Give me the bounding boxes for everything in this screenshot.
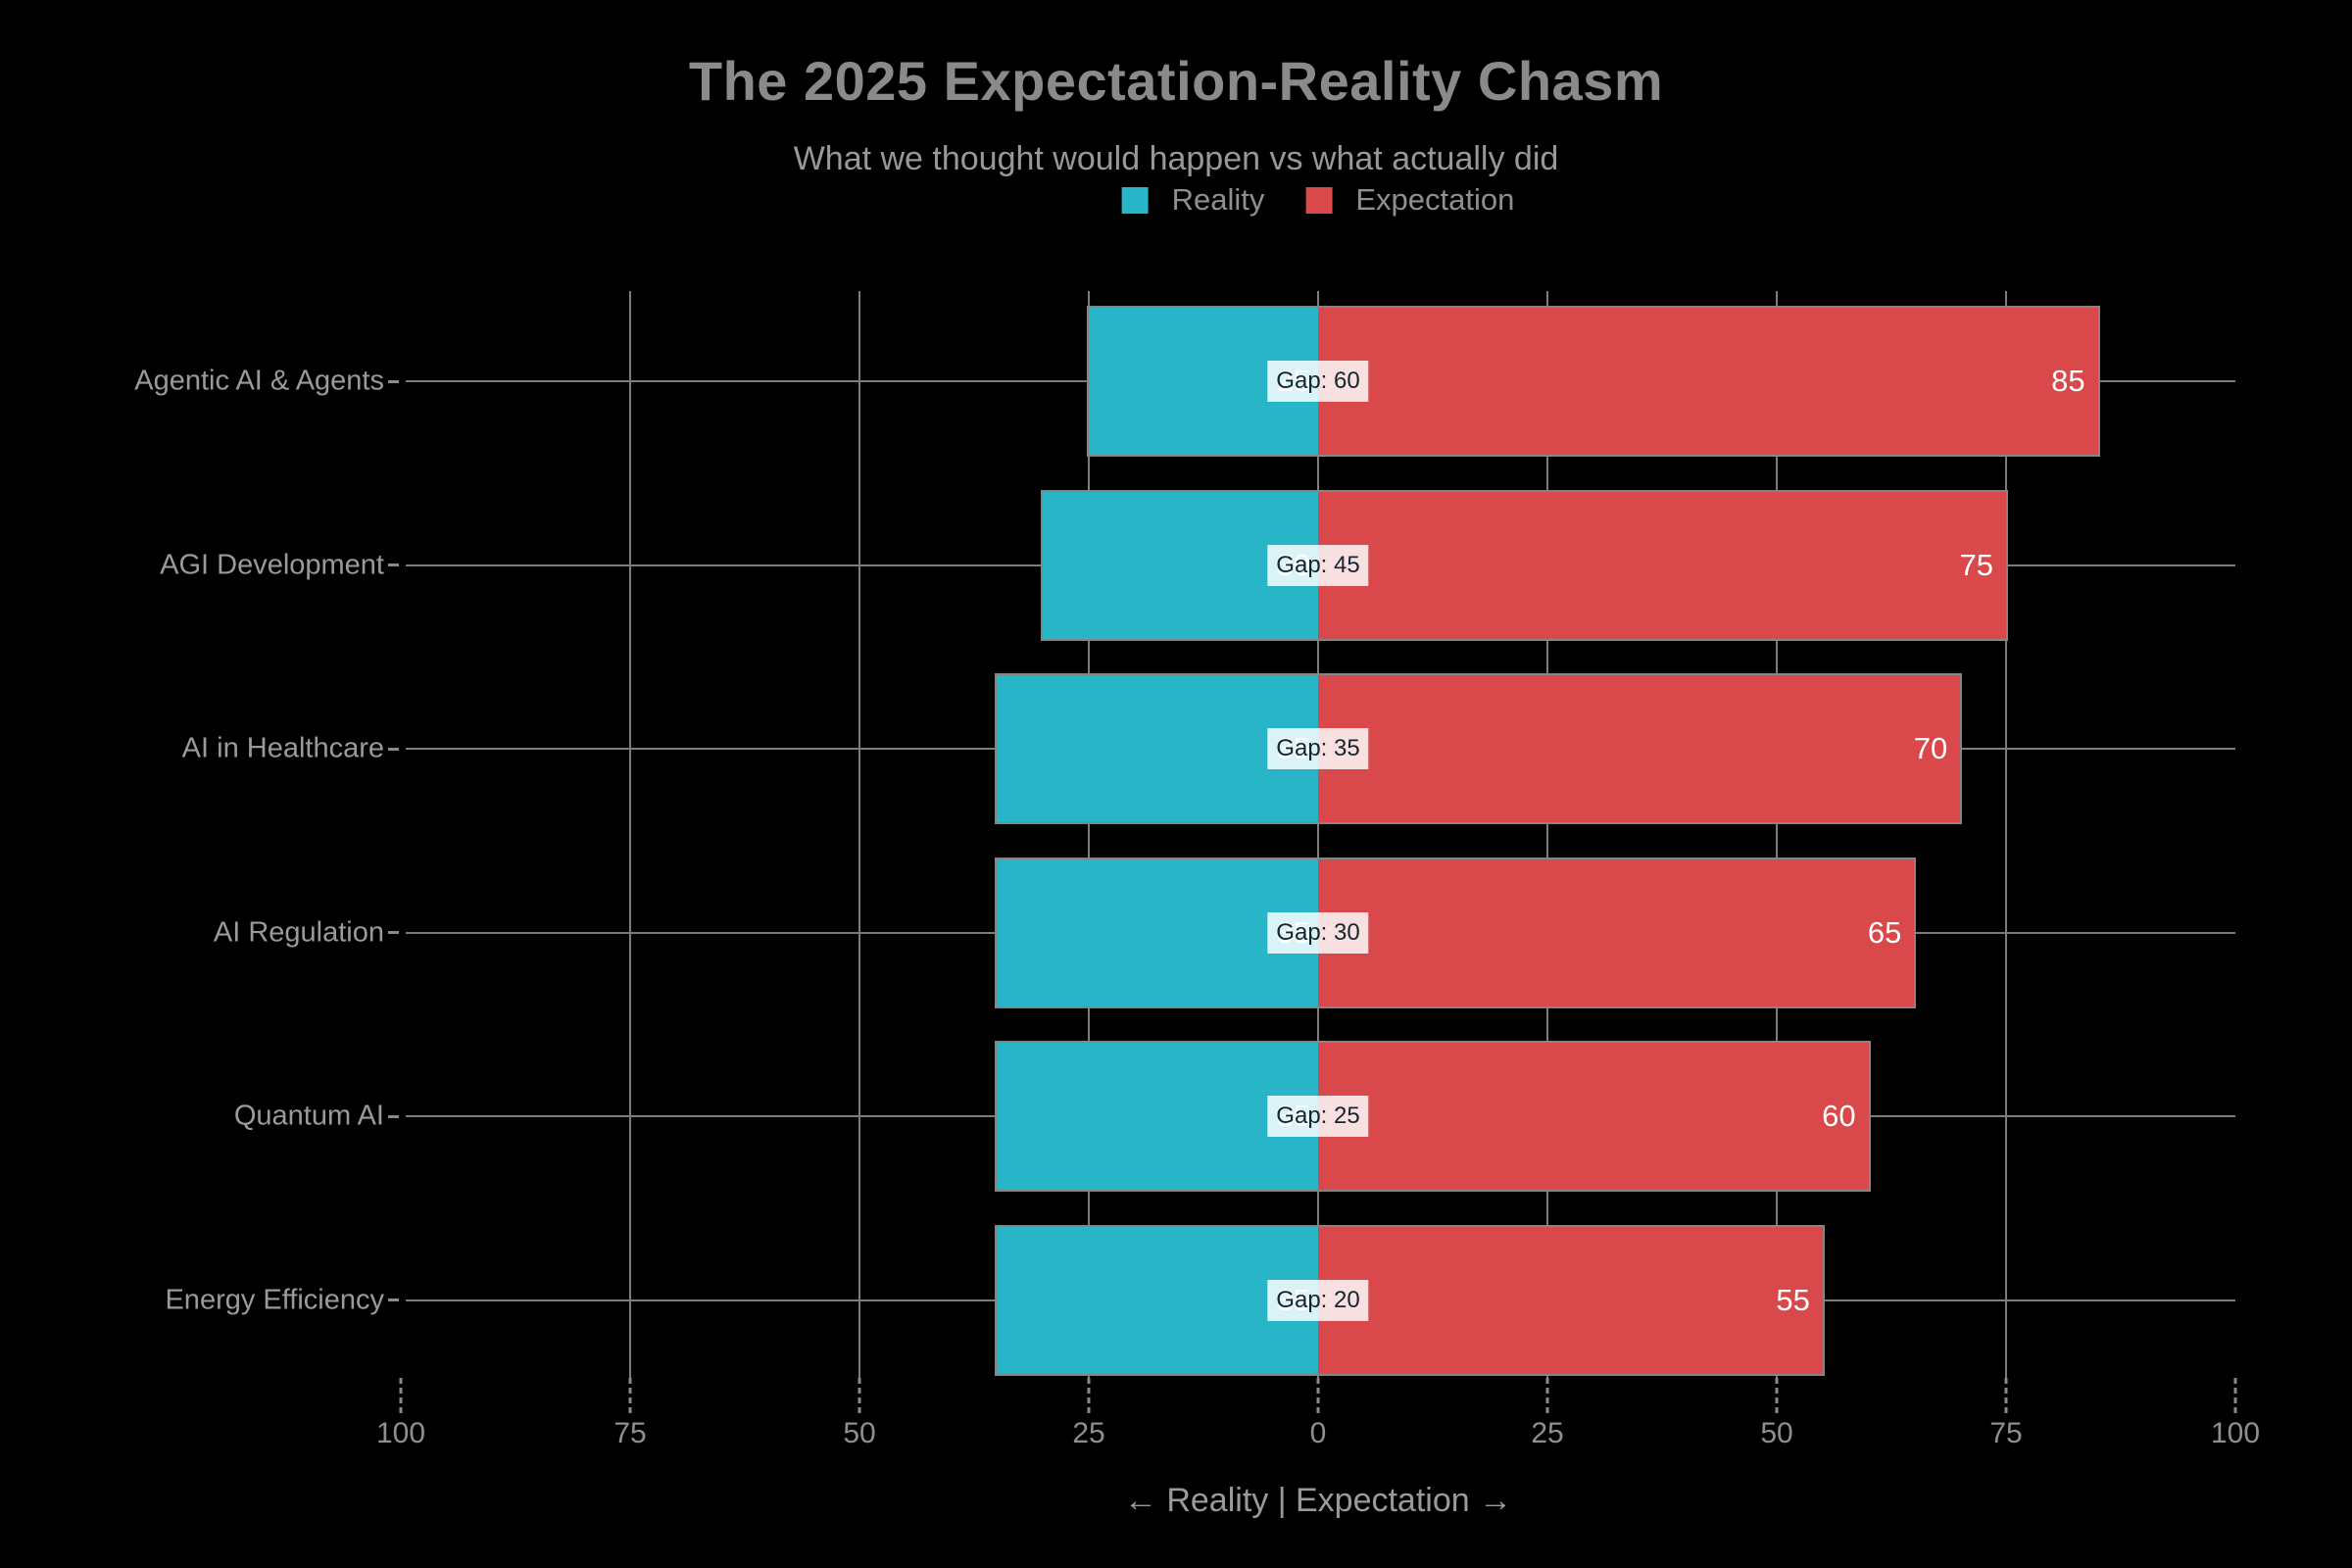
y-tick [388,1114,399,1118]
x-tick-label: 75 [1989,1417,2023,1449]
bar-row [995,857,1917,1008]
gap-badge: Gap: 45 [1267,544,1369,586]
bar-row [1087,306,2100,457]
bar-row [995,1224,1825,1376]
x-tick-label: 100 [375,1417,426,1449]
reality-swatch-icon [1121,186,1149,214]
expectation-bar [1318,308,2098,455]
x-tick-label: 25 [1072,1417,1105,1449]
x-gridline [1546,291,1548,1378]
y-tick [388,379,399,383]
expectation-value-label: 65 [1867,914,1902,950]
y-tick [388,931,399,934]
legend-label-reality: Reality [1171,182,1265,217]
x-gridline [1317,291,1319,1378]
x-tick [628,1378,632,1413]
x-tick [2004,1378,2008,1413]
expectation-bar [1317,858,1915,1006]
x-tick-label: 25 [1531,1417,1564,1449]
legend: Reality Expectation [1121,182,1514,218]
x-tick-label: 50 [843,1417,876,1449]
x-gridline [2005,291,2007,1378]
x-axis-label: ← Reality | Expectation → [1123,1482,1513,1519]
reality-bar [997,1226,1318,1374]
x-gridline [1088,291,1090,1378]
gap-badge: Gap: 30 [1267,911,1369,954]
x-tick [1545,1378,1549,1413]
expectation-value-label: 60 [1822,1099,1856,1133]
x-tick [858,1378,861,1413]
legend-label-expectation: Expectation [1355,182,1515,217]
expectation-bar [1317,1043,1869,1190]
category-label: AI Regulation [213,916,384,948]
x-gridline [1776,291,1778,1378]
legend-item-expectation: Expectation [1305,182,1514,218]
gap-badge: Gap: 60 [1267,361,1369,402]
x-tick [399,1378,403,1413]
chart-subtitle: What we thought would happen vs what act… [793,140,1559,177]
expectation-value-label: 85 [2051,364,2085,398]
chart-title: The 2025 Expectation-Reality Chasm [688,50,1664,112]
x-tick [1316,1378,1320,1413]
x-tick-label: 0 [1309,1417,1327,1449]
x-gridline [629,291,631,1378]
category-label: AGI Development [160,549,384,580]
x-tick [2233,1378,2237,1413]
x-tick [1087,1378,1091,1413]
x-tick-label: 100 [2210,1417,2261,1449]
category-label: AI in Healthcare [181,732,384,764]
x-tick-label: 50 [1760,1417,1793,1449]
expectation-bar [1317,675,1961,822]
bar-row [995,1041,1871,1192]
x-gridline [858,291,860,1378]
expectation-swatch-icon [1305,186,1333,214]
expectation-value-label: 75 [1959,547,1993,582]
gap-badge: Gap: 20 [1267,1279,1369,1321]
y-tick [388,564,399,566]
reality-bar [997,858,1318,1006]
x-tick-label: 75 [613,1417,647,1449]
reality-bar [997,675,1318,822]
category-label: Energy Efficiency [165,1284,384,1315]
gap-badge: Gap: 35 [1267,728,1369,769]
category-label: Agentic AI & Agents [134,365,384,397]
bar-row [995,673,1963,824]
y-tick [388,747,399,751]
category-label: Quantum AI [233,1100,384,1132]
x-tick [1775,1378,1779,1413]
expectation-bar [1317,1226,1823,1374]
expectation-value-label: 70 [1913,731,1948,765]
gap-badge: Gap: 25 [1267,1096,1369,1137]
reality-bar [997,1043,1318,1190]
expectation-bar [1317,491,2006,639]
y-tick [388,1298,399,1301]
legend-item-reality: Reality [1121,182,1265,218]
bar-row [1041,489,2008,641]
expectation-value-label: 55 [1776,1282,1810,1317]
